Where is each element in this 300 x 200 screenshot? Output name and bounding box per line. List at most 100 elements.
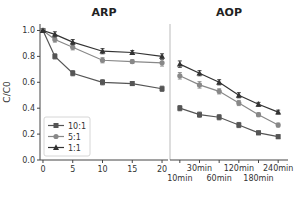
legend: 10:1 5:1 1:1 xyxy=(44,117,90,156)
marker xyxy=(197,112,202,117)
marker xyxy=(217,115,222,120)
x-tick xyxy=(179,160,180,163)
marker xyxy=(100,80,105,85)
plot-area xyxy=(40,27,165,91)
legend-frame xyxy=(44,117,90,156)
marker xyxy=(275,109,281,115)
error-bar xyxy=(217,80,221,85)
marker xyxy=(177,61,183,67)
error-bar xyxy=(276,135,280,139)
x-axis-line xyxy=(170,160,288,161)
error-cap xyxy=(178,72,182,73)
x-tick-label: 120min xyxy=(224,164,254,173)
marker xyxy=(236,92,242,98)
y-tick-label: 0.2 xyxy=(22,130,35,139)
x-tick-label: 10 xyxy=(97,165,107,174)
x-tick-label: 5 xyxy=(70,165,75,174)
x-tick-label: 20 xyxy=(157,165,167,174)
marker xyxy=(236,123,241,128)
series-line xyxy=(180,108,278,137)
error-cap xyxy=(178,79,182,80)
plot-area xyxy=(177,61,281,139)
error-bar xyxy=(178,73,182,79)
error-bar xyxy=(53,37,57,42)
series-line xyxy=(180,76,278,125)
marker xyxy=(40,27,46,33)
x-axis-line xyxy=(40,160,168,161)
error-bar xyxy=(257,113,261,117)
x-tick xyxy=(238,160,239,163)
series-line xyxy=(43,30,162,62)
y-tick-label: 0.4 xyxy=(22,104,35,113)
y-axis-label: C/C0 xyxy=(2,81,12,103)
error-bar xyxy=(53,54,57,59)
series-line xyxy=(43,30,162,56)
marker xyxy=(276,134,281,139)
legend-label: 10:1 xyxy=(68,122,86,131)
error-bar xyxy=(217,89,221,94)
error-bar xyxy=(71,40,75,45)
error-bar xyxy=(198,71,202,76)
marker xyxy=(256,130,261,135)
marker xyxy=(100,58,105,63)
error-bar xyxy=(237,100,241,105)
x-tick-label: 15 xyxy=(127,165,137,174)
x-tick xyxy=(219,160,220,163)
error-bar xyxy=(198,82,202,88)
legend-marker xyxy=(54,123,59,128)
marker xyxy=(52,54,57,59)
marker xyxy=(52,37,57,42)
y-tick xyxy=(37,56,40,57)
error-bar xyxy=(237,122,241,127)
y-tick-label: 1.0 xyxy=(22,26,35,35)
legend-label: 1:1 xyxy=(68,144,81,153)
marker xyxy=(129,49,135,55)
error-bar xyxy=(237,93,241,98)
legend-marker xyxy=(53,134,58,139)
error-bar xyxy=(198,112,202,117)
error-bar xyxy=(160,54,164,59)
series xyxy=(40,27,165,59)
marker xyxy=(40,28,45,33)
error-bar xyxy=(217,115,221,120)
series xyxy=(177,73,281,128)
error-bar xyxy=(101,80,105,85)
error-cap xyxy=(198,81,202,82)
y-axis-line xyxy=(40,24,41,160)
marker xyxy=(256,101,262,107)
marker xyxy=(70,71,75,76)
series xyxy=(177,106,280,140)
error-bar xyxy=(71,45,75,50)
marker xyxy=(159,53,165,59)
marker xyxy=(177,73,182,78)
error-bar xyxy=(130,82,134,86)
panel: 10min30min60min120min180min240minAOP xyxy=(167,6,293,183)
error-bar xyxy=(257,131,261,135)
marker xyxy=(197,70,203,76)
x-tick-label: 180min xyxy=(243,174,273,183)
legend-label: 5:1 xyxy=(68,133,81,142)
y-tick-label: 0.0 xyxy=(22,156,35,165)
x-tick xyxy=(42,160,43,163)
marker xyxy=(130,59,135,64)
error-cap xyxy=(178,67,182,68)
series-line xyxy=(43,30,162,88)
marker xyxy=(130,81,135,86)
chart-root: 0.00.20.40.60.81.005101520ARPC/C010:15:1… xyxy=(0,0,300,200)
x-tick-label: 30min xyxy=(187,164,212,173)
x-tick-label: 60min xyxy=(207,174,232,183)
marker xyxy=(256,112,261,117)
error-bar xyxy=(160,60,164,66)
marker xyxy=(52,31,58,37)
error-bar xyxy=(160,86,164,91)
x-tick xyxy=(102,160,103,163)
y-tick xyxy=(37,160,40,161)
x-tick xyxy=(72,160,73,163)
panel-divider xyxy=(170,24,171,160)
y-tick xyxy=(37,134,40,135)
error-bar xyxy=(178,106,182,111)
y-tick xyxy=(37,82,40,83)
y-tick xyxy=(37,108,40,109)
marker xyxy=(276,122,281,127)
series xyxy=(40,28,164,91)
